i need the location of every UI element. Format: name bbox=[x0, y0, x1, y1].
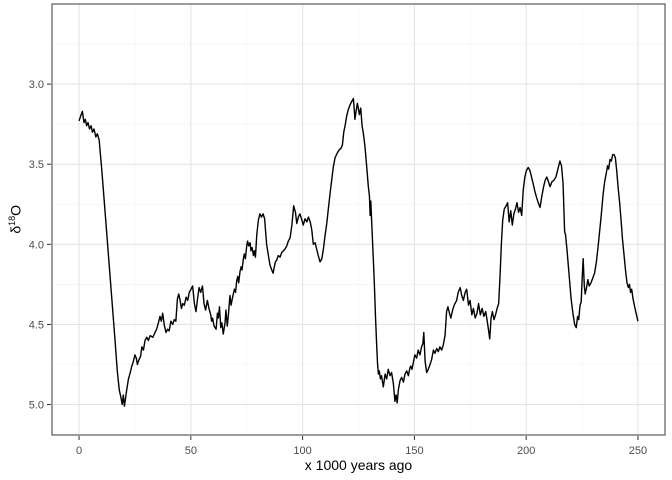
data-line-series bbox=[78, 97, 639, 407]
y-axis-tick-label: 4.0 bbox=[29, 239, 44, 251]
y-axis-tick-label: 3.0 bbox=[29, 79, 44, 91]
x-axis-tick-label: 250 bbox=[629, 445, 647, 457]
y-axis-title-delta: δ bbox=[7, 226, 24, 234]
y-axis-title-superscript: 18 bbox=[6, 216, 17, 227]
y-axis-title: δ18O bbox=[0, 4, 30, 435]
x-axis-tick-label: 0 bbox=[76, 445, 82, 457]
x-axis-tick-label: 100 bbox=[293, 445, 311, 457]
x-axis-tick-label: 150 bbox=[405, 445, 423, 457]
y-axis-title-element: O bbox=[7, 205, 24, 217]
x-axis-tick-label: 200 bbox=[517, 445, 535, 457]
y-axis-tick-label: 3.5 bbox=[29, 159, 44, 171]
x-axis-tick-label: 50 bbox=[185, 445, 197, 457]
y-axis-tick-label: 5.0 bbox=[29, 400, 44, 412]
panel-border bbox=[51, 3, 666, 436]
x-axis-title: x 1000 years ago bbox=[304, 457, 413, 473]
y-axis-title-text: δ18O bbox=[7, 205, 24, 234]
y-axis-tick-label: 4.5 bbox=[29, 319, 44, 331]
